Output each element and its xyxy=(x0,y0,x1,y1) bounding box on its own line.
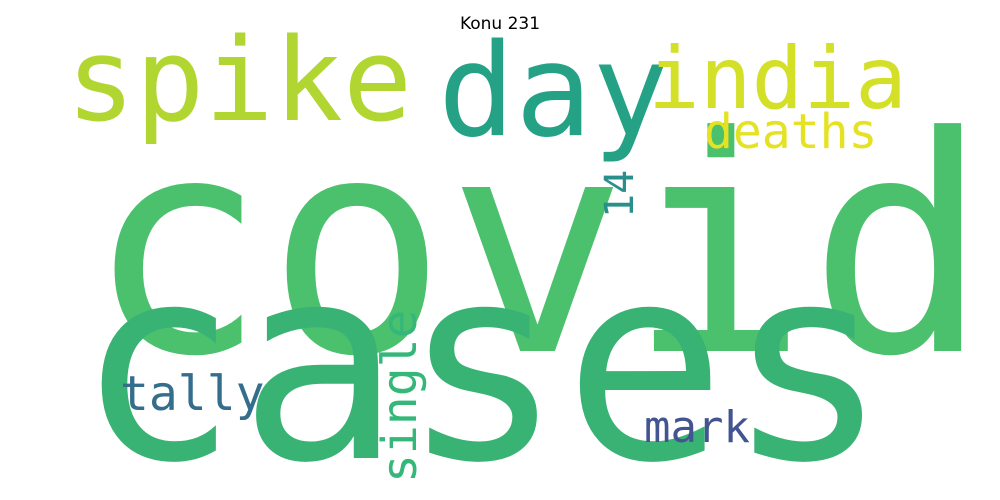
word-covid: covid xyxy=(86,73,990,422)
word-tally: tally xyxy=(120,366,265,422)
word-india: india xyxy=(648,29,907,129)
word-single: single xyxy=(372,310,428,484)
chart-title: Konu 231 xyxy=(459,14,541,34)
word-14: 14 xyxy=(597,170,643,219)
word-day: day xyxy=(438,17,670,166)
word-cases: cases xyxy=(76,207,889,500)
word-mark: mark xyxy=(644,402,750,453)
word-spike: spike xyxy=(66,14,413,148)
word-deaths: deaths xyxy=(704,104,878,160)
